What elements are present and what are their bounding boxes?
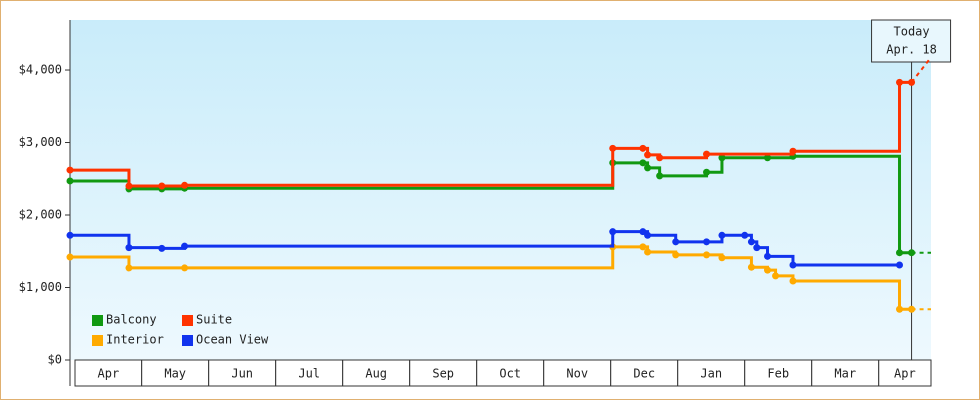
point	[772, 272, 780, 280]
projection	[910, 56, 932, 83]
legend-swatch	[92, 315, 103, 326]
point	[703, 238, 711, 246]
y-tick-label: $1,000	[19, 280, 62, 294]
x-tick-label: Jan	[700, 367, 722, 381]
point	[908, 249, 916, 257]
plot-area	[70, 20, 931, 360]
x-band	[342, 359, 411, 387]
point	[747, 263, 755, 271]
point	[764, 266, 772, 274]
point	[644, 248, 652, 256]
point	[125, 244, 133, 252]
point	[764, 252, 772, 260]
point	[703, 150, 711, 158]
point	[66, 177, 74, 185]
point	[741, 231, 749, 239]
point	[181, 181, 189, 189]
x-band	[141, 359, 210, 387]
x-tick-label: Apr	[894, 367, 916, 381]
today-date: Apr. 18	[886, 43, 937, 57]
x-band	[677, 359, 746, 387]
x-tick-label: Oct	[499, 367, 521, 381]
y-tick-label: $3,000	[19, 135, 62, 149]
legend-swatch	[92, 335, 103, 346]
x-tick-label: Apr	[98, 367, 120, 381]
x-band	[811, 359, 880, 387]
point	[764, 154, 772, 162]
x-band	[275, 359, 344, 387]
x-tick-label: Dec	[633, 367, 655, 381]
point	[644, 164, 652, 172]
x-band	[878, 359, 932, 387]
point	[908, 78, 916, 86]
point	[644, 151, 652, 159]
x-band	[610, 359, 679, 387]
point	[789, 261, 797, 269]
x-band	[744, 359, 813, 387]
x-tick-label: Aug	[365, 367, 387, 381]
x-tick-label: Mar	[834, 367, 856, 381]
legend-label: Suite	[196, 313, 232, 327]
point	[703, 251, 711, 259]
x-tick-label: Sep	[432, 367, 454, 381]
point	[125, 182, 133, 190]
point	[609, 228, 617, 236]
point	[747, 238, 755, 246]
today-label: Today	[894, 25, 930, 39]
point	[181, 242, 189, 250]
legend-label: Interior	[106, 333, 164, 347]
point	[656, 154, 664, 162]
x-tick-label: Jul	[298, 367, 320, 381]
x-tick-label: Nov	[566, 367, 588, 381]
point	[639, 159, 647, 167]
y-tick-label: $2,000	[19, 208, 62, 222]
point	[158, 182, 166, 190]
x-band	[476, 359, 545, 387]
x-band	[409, 359, 478, 387]
layer: $0 $1,000 $2,000 $3,000 $4,000 Apr May Jun Jul Au…	[19, 19, 952, 387]
point	[753, 244, 761, 252]
point	[639, 144, 647, 152]
point	[718, 154, 726, 162]
point	[639, 243, 647, 251]
point	[789, 277, 797, 285]
point	[908, 305, 916, 313]
point	[672, 251, 680, 259]
legend-label: Balcony	[106, 313, 157, 327]
point	[125, 264, 133, 272]
point	[158, 244, 166, 252]
point	[718, 231, 726, 239]
point	[66, 253, 74, 261]
point	[896, 261, 904, 269]
point	[656, 172, 664, 180]
y-tick-label: $0	[48, 353, 62, 367]
y-tick-label: $4,000	[19, 63, 62, 77]
legend-swatch	[182, 315, 193, 326]
point	[896, 305, 904, 313]
x-band	[208, 359, 277, 387]
point	[703, 168, 711, 176]
x-band	[74, 359, 143, 387]
point	[609, 144, 617, 152]
point	[66, 231, 74, 239]
point	[672, 238, 680, 246]
point	[181, 264, 189, 272]
x-tick-label: Jun	[231, 367, 253, 381]
x-tick-label: Feb	[767, 367, 789, 381]
point	[896, 249, 904, 257]
point	[718, 254, 726, 262]
x-tick-label: May	[164, 367, 186, 381]
legend-label: Ocean View	[196, 333, 269, 347]
point	[896, 78, 904, 86]
today-box	[871, 19, 952, 63]
legend-swatch	[182, 335, 193, 346]
point	[66, 166, 74, 174]
point	[644, 231, 652, 239]
point	[789, 147, 797, 155]
